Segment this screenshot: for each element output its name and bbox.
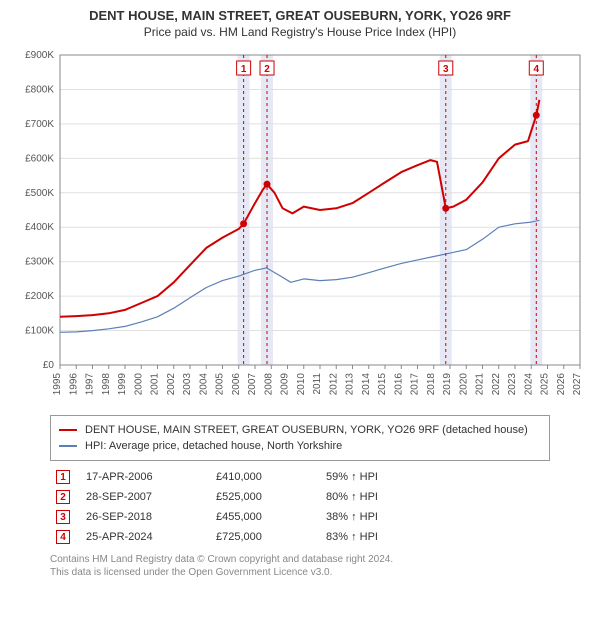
legend-item-property: DENT HOUSE, MAIN STREET, GREAT OUSEBURN,… — [59, 422, 541, 438]
svg-text:2008: 2008 — [263, 373, 274, 396]
svg-text:2012: 2012 — [328, 373, 339, 396]
license-footer: Contains HM Land Registry data © Crown c… — [50, 553, 580, 579]
legend-box: DENT HOUSE, MAIN STREET, GREAT OUSEBURN,… — [50, 415, 550, 461]
sale-price: £455,000 — [210, 507, 320, 527]
svg-text:2006: 2006 — [231, 373, 242, 396]
svg-text:2001: 2001 — [150, 373, 161, 396]
sale-price: £410,000 — [210, 467, 320, 487]
sales-row: 3 26-SEP-2018£455,00038% ↑ HPI — [50, 507, 550, 527]
legend-swatch-hpi — [59, 445, 77, 447]
svg-text:4: 4 — [534, 64, 540, 75]
svg-text:£200K: £200K — [25, 291, 54, 302]
svg-text:2018: 2018 — [426, 373, 437, 396]
svg-text:2024: 2024 — [523, 373, 534, 396]
svg-text:2026: 2026 — [556, 373, 567, 396]
sale-vs-hpi: 59% ↑ HPI — [320, 467, 550, 487]
sales-row: 2 28-SEP-2007£525,00080% ↑ HPI — [50, 487, 550, 507]
svg-text:£0: £0 — [43, 360, 55, 371]
svg-text:2010: 2010 — [296, 373, 307, 396]
svg-text:£100K: £100K — [25, 326, 54, 337]
sale-date: 25-APR-2024 — [80, 527, 210, 547]
sale-price: £725,000 — [210, 527, 320, 547]
footer-line-1: Contains HM Land Registry data © Crown c… — [50, 553, 580, 566]
svg-text:£600K: £600K — [25, 153, 54, 164]
legend-item-hpi: HPI: Average price, detached house, Nort… — [59, 438, 541, 454]
svg-text:1995: 1995 — [52, 373, 63, 396]
sales-row: 4 25-APR-2024£725,00083% ↑ HPI — [50, 527, 550, 547]
svg-text:1997: 1997 — [85, 373, 96, 396]
sale-marker-icon: 4 — [56, 530, 70, 544]
svg-text:2016: 2016 — [393, 373, 404, 396]
svg-text:£700K: £700K — [25, 119, 54, 130]
sale-vs-hpi: 80% ↑ HPI — [320, 487, 550, 507]
svg-text:1996: 1996 — [68, 373, 79, 396]
sale-vs-hpi: 38% ↑ HPI — [320, 507, 550, 527]
legend-swatch-property — [59, 429, 77, 431]
footer-line-2: This data is licensed under the Open Gov… — [50, 566, 580, 579]
chart-svg: £0 £100K £200K £300K £400K £500K £600K £700K £80… — [12, 45, 588, 405]
svg-text:2000: 2000 — [133, 373, 144, 396]
svg-text:£900K: £900K — [25, 50, 54, 61]
svg-text:2025: 2025 — [540, 373, 551, 396]
svg-text:2011: 2011 — [312, 373, 323, 395]
svg-text:2002: 2002 — [166, 373, 177, 396]
svg-text:2: 2 — [264, 64, 270, 75]
svg-text:2017: 2017 — [410, 373, 421, 396]
svg-text:£800K: £800K — [25, 84, 54, 95]
svg-text:2020: 2020 — [458, 373, 469, 396]
chart-container: DENT HOUSE, MAIN STREET, GREAT OUSEBURN,… — [0, 0, 600, 587]
svg-text:2007: 2007 — [247, 373, 258, 396]
chart-title: DENT HOUSE, MAIN STREET, GREAT OUSEBURN,… — [12, 8, 588, 23]
svg-text:£300K: £300K — [25, 257, 54, 268]
svg-text:1999: 1999 — [117, 373, 128, 396]
svg-text:£500K: £500K — [25, 188, 54, 199]
svg-text:2021: 2021 — [475, 373, 486, 396]
chart-subtitle: Price paid vs. HM Land Registry's House … — [12, 25, 588, 39]
svg-text:1998: 1998 — [101, 373, 112, 396]
svg-text:2015: 2015 — [377, 373, 388, 396]
sale-marker-icon: 2 — [56, 490, 70, 504]
svg-text:£400K: £400K — [25, 222, 54, 233]
svg-text:2027: 2027 — [572, 373, 583, 396]
svg-text:1: 1 — [241, 64, 247, 75]
sale-date: 26-SEP-2018 — [80, 507, 210, 527]
legend-label-property: DENT HOUSE, MAIN STREET, GREAT OUSEBURN,… — [85, 424, 528, 436]
svg-text:2005: 2005 — [215, 373, 226, 396]
svg-text:2003: 2003 — [182, 373, 193, 396]
chart-plot-area: £0 £100K £200K £300K £400K £500K £600K £700K £80… — [12, 45, 588, 405]
svg-text:2004: 2004 — [198, 373, 209, 396]
sale-date: 28-SEP-2007 — [80, 487, 210, 507]
sale-price: £525,000 — [210, 487, 320, 507]
sale-date: 17-APR-2006 — [80, 467, 210, 487]
svg-text:2013: 2013 — [345, 373, 356, 396]
svg-text:2022: 2022 — [491, 373, 502, 396]
sales-row: 1 17-APR-2006£410,00059% ↑ HPI — [50, 467, 550, 487]
svg-text:2014: 2014 — [361, 373, 372, 396]
sale-vs-hpi: 83% ↑ HPI — [320, 527, 550, 547]
svg-text:3: 3 — [443, 64, 449, 75]
svg-text:2023: 2023 — [507, 373, 518, 396]
legend-label-hpi: HPI: Average price, detached house, Nort… — [85, 440, 342, 452]
svg-text:2009: 2009 — [280, 373, 291, 396]
sales-table: 1 17-APR-2006£410,00059% ↑ HPI 2 28-SEP-200… — [50, 467, 550, 547]
svg-text:2019: 2019 — [442, 373, 453, 396]
sale-marker-icon: 3 — [56, 510, 70, 524]
sale-marker-icon: 1 — [56, 470, 70, 484]
